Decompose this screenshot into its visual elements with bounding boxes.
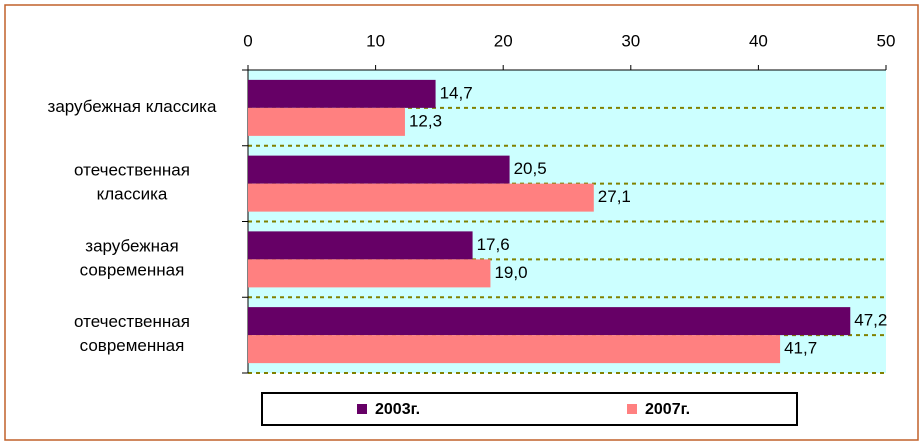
y-tick-label: отечественная классика <box>74 161 190 204</box>
x-tick-label: 30 <box>621 31 640 50</box>
y-tick-label: зарубежная классика <box>48 97 217 116</box>
y-tick-label-line: отечественная <box>74 161 190 180</box>
bar <box>248 79 436 108</box>
bar <box>248 107 405 136</box>
x-tick-label: 50 <box>877 31 896 50</box>
value-label: 19,0 <box>494 263 527 282</box>
bar <box>248 231 473 260</box>
bar <box>248 307 851 336</box>
y-tick-label: отечественная современная <box>74 313 190 356</box>
legend-box <box>261 392 798 426</box>
y-tick-label-line: современная <box>80 337 185 356</box>
y-tick-label-line: зарубежная <box>85 237 178 256</box>
value-label: 14,7 <box>440 83 473 102</box>
x-tick-label: 10 <box>366 31 385 50</box>
y-tick-label: зарубежная современная <box>80 237 185 280</box>
legend-swatch <box>627 404 637 414</box>
y-tick-label-line: современная <box>80 261 185 280</box>
legend-swatch <box>357 404 367 414</box>
y-tick-label-line: зарубежная классика <box>48 97 217 116</box>
y-tick-label-line: отечественная <box>74 313 190 332</box>
legend-label: 2007г. <box>645 401 690 418</box>
value-label: 20,5 <box>514 159 547 178</box>
value-label: 47,2 <box>854 311 887 330</box>
bar <box>248 335 781 364</box>
x-tick-label: 40 <box>749 31 768 50</box>
x-tick-label: 0 <box>243 31 252 50</box>
bar <box>248 183 594 212</box>
value-label: 41,7 <box>784 339 817 358</box>
y-tick-label-line: классика <box>97 185 168 204</box>
value-label: 17,6 <box>477 235 510 254</box>
bar <box>248 259 491 288</box>
bar <box>248 155 510 184</box>
x-tick-label: 20 <box>494 31 513 50</box>
legend-label: 2003г. <box>375 401 420 418</box>
value-label: 27,1 <box>598 187 631 206</box>
value-label: 12,3 <box>409 111 442 130</box>
